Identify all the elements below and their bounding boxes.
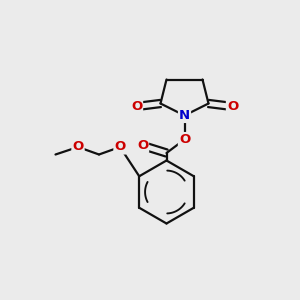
Text: O: O [179, 133, 190, 146]
Text: O: O [72, 140, 84, 154]
Text: O: O [131, 100, 142, 113]
Text: O: O [137, 139, 148, 152]
Text: O: O [227, 100, 238, 113]
Text: O: O [114, 140, 126, 154]
Text: N: N [179, 109, 190, 122]
